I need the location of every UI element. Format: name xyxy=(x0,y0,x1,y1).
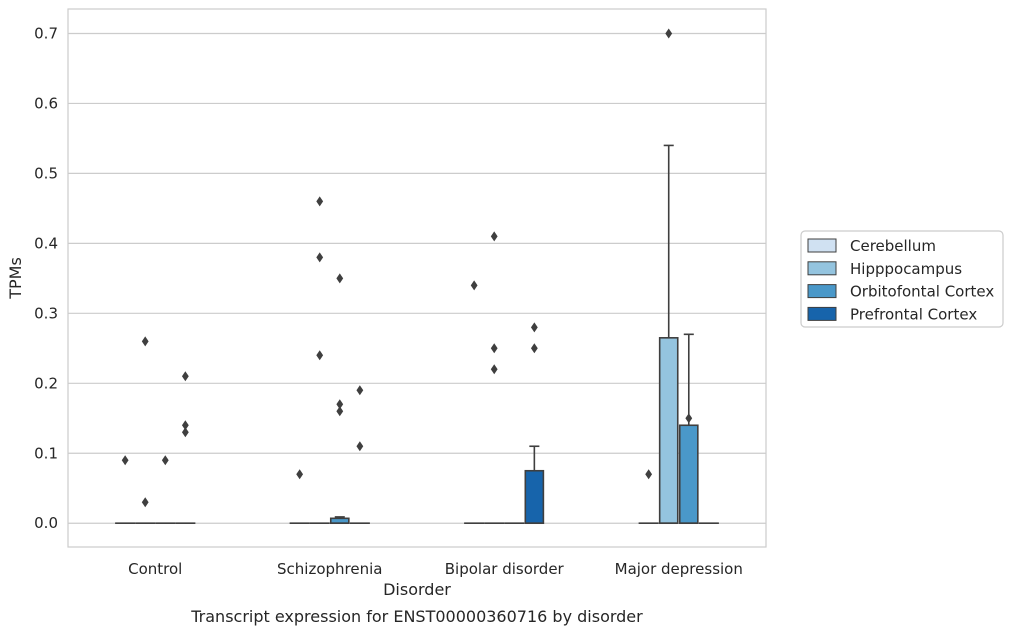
legend-label: Orbitofontal Cortex xyxy=(850,283,994,301)
outlier-point xyxy=(336,273,344,284)
legend-label: Prefrontal Cortex xyxy=(850,305,977,323)
legend-item: Orbitofontal Cortex xyxy=(807,283,994,301)
outlier-point xyxy=(181,371,189,382)
box-group xyxy=(678,333,699,525)
box-iqr xyxy=(658,337,679,525)
outlier-point xyxy=(316,350,324,361)
outlier-point xyxy=(336,399,344,410)
outlier-point xyxy=(356,385,364,396)
outlier-point xyxy=(161,455,169,466)
plot-frame xyxy=(67,8,767,548)
legend: Cerebellum Hipppocampus Orbitofontal Corte… xyxy=(800,230,1004,328)
box-iqr xyxy=(678,424,699,525)
outlier-point xyxy=(490,364,498,375)
legend-swatch xyxy=(807,306,837,321)
outlier-point xyxy=(316,196,324,207)
y-tick-label: 0.6 xyxy=(34,94,58,112)
outlier-point xyxy=(121,455,129,466)
box-iqr xyxy=(524,469,545,525)
y-tick-label: 0.2 xyxy=(34,374,58,392)
outlier-point xyxy=(530,322,538,333)
y-tick-labels: 0.0 0.1 0.2 0.3 0.4 0.5 0.6 0.7 xyxy=(34,24,58,532)
legend-label: Hipppocampus xyxy=(850,260,962,278)
x-tick-label: Schizophrenia xyxy=(277,560,382,578)
outlier-point xyxy=(685,413,693,424)
outlier-point xyxy=(181,427,189,438)
legend-swatch xyxy=(807,261,837,276)
box-group xyxy=(524,445,545,525)
legend-item: Hipppocampus xyxy=(807,260,962,278)
figure-caption: Transcript expression for ENST0000036071… xyxy=(190,607,643,626)
outlier-point xyxy=(336,406,344,417)
outlier-point xyxy=(645,469,653,480)
outlier-point xyxy=(490,231,498,242)
x-tick-label: Major depression xyxy=(615,560,743,578)
outlier-point xyxy=(316,252,324,263)
outlier-point xyxy=(665,28,673,39)
box-group xyxy=(658,144,679,525)
y-tick-label: 0.5 xyxy=(34,164,58,182)
outlier-point xyxy=(470,280,478,291)
outlier-point xyxy=(181,420,189,431)
outlier-point xyxy=(296,469,304,480)
outlier-point xyxy=(490,343,498,354)
legend-frame xyxy=(800,230,1004,328)
y-tick-label: 0.1 xyxy=(34,444,58,462)
y-tick-label: 0.0 xyxy=(34,514,58,532)
x-tick-label: Bipolar disorder xyxy=(445,560,565,578)
grid-lines xyxy=(68,32,766,524)
x-tick-label: Control xyxy=(128,560,182,578)
box-group xyxy=(329,516,350,525)
y-axis-title: TPMs xyxy=(6,257,25,300)
outlier-point xyxy=(356,441,364,452)
box-plots xyxy=(115,28,719,525)
y-tick-label: 0.3 xyxy=(34,304,58,322)
outlier-point xyxy=(530,343,538,354)
legend-swatch xyxy=(807,284,837,299)
legend-item: Cerebellum xyxy=(807,237,936,255)
legend-swatch xyxy=(807,238,837,253)
y-tick-label: 0.4 xyxy=(34,234,58,252)
legend-item: Prefrontal Cortex xyxy=(807,305,977,323)
outlier-point xyxy=(141,336,149,347)
legend-label: Cerebellum xyxy=(850,237,936,255)
x-tick-labels: Control Schizophrenia Bipolar disorder Majo… xyxy=(128,560,743,578)
outlier-point xyxy=(141,497,149,508)
x-axis-title: Disorder xyxy=(383,580,451,599)
y-tick-label: 0.7 xyxy=(34,24,58,42)
